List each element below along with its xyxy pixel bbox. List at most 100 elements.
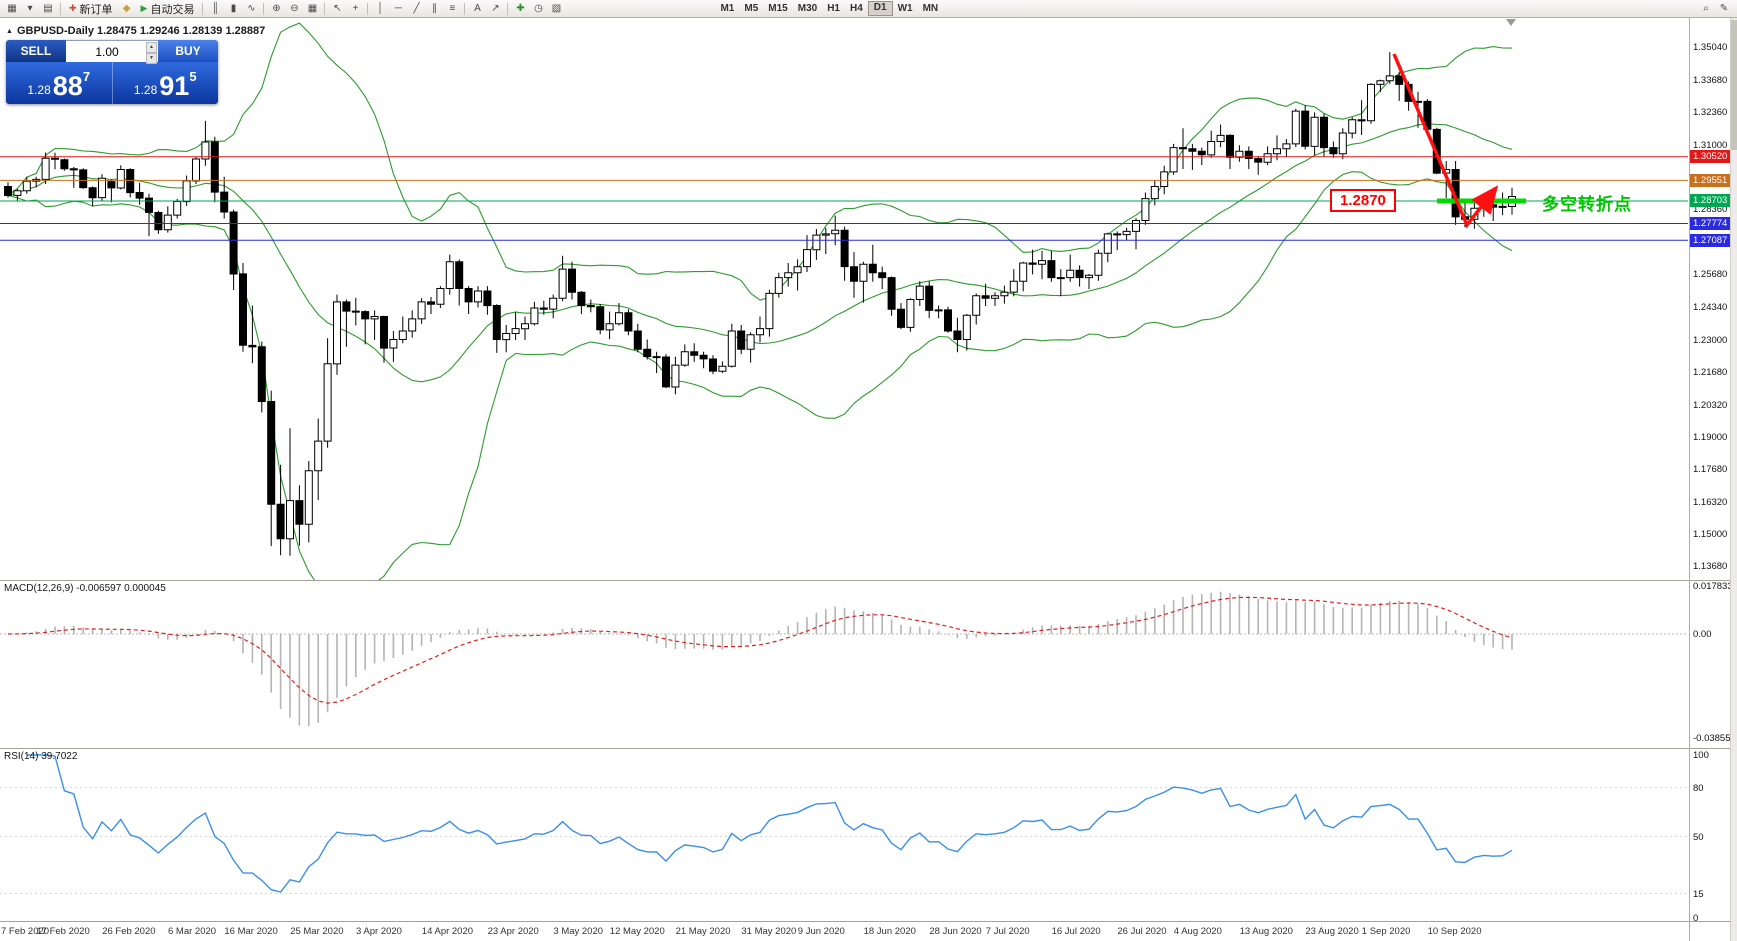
price-level-badge: 1.29551 xyxy=(1690,173,1731,187)
one-click-trading-panel: SELL ▲ ▼ BUY 1.28 88 7 1.28 91 5 xyxy=(6,40,218,104)
price-axis-label: 1.21680 xyxy=(1693,366,1728,378)
date-axis-label: 1 Sep 2020 xyxy=(1361,926,1411,937)
price-level-badge: 1.27087 xyxy=(1690,233,1731,247)
macd-signal-line xyxy=(7,596,1513,704)
price-level-badge: 1.27774 xyxy=(1690,217,1731,231)
bollinger-lower-band xyxy=(7,171,1513,580)
rsi-layer xyxy=(0,754,1688,894)
timeframe-m1-button[interactable]: M1 xyxy=(720,3,735,14)
date-axis-label: 12 May 2020 xyxy=(609,926,665,937)
ask-price-pip: 5 xyxy=(189,69,197,84)
profiles-icon[interactable]: ▤ xyxy=(39,2,57,16)
new-chart-icon[interactable]: ▦ xyxy=(3,2,21,16)
price-callout-label: 1.2870 xyxy=(1330,189,1396,212)
rsi-axis-label: 15 xyxy=(1693,888,1704,900)
text-label-icon[interactable]: A xyxy=(468,2,486,16)
date-axis-label: 28 Jun 2020 xyxy=(929,926,982,937)
lot-size-input[interactable] xyxy=(66,41,158,62)
rsi-axis-label: 100 xyxy=(1693,750,1709,761)
date-axis-label: 23 Apr 2020 xyxy=(487,926,539,937)
bear-candles xyxy=(4,75,1498,540)
trendline-icon[interactable]: ╱ xyxy=(407,2,425,16)
line-chart-icon[interactable]: ∿ xyxy=(242,2,260,16)
edit-icon[interactable]: ✎ xyxy=(1719,2,1729,14)
candlestick-chart-icon-glyph: ▮ xyxy=(230,3,237,14)
autotrade-button[interactable]: ▶ 自动交易 xyxy=(136,1,200,16)
indicators-icon[interactable]: ✚ xyxy=(511,2,529,16)
search-icon[interactable]: ⌕ xyxy=(1703,2,1709,14)
zoom-in-icon[interactable]: ⊕ xyxy=(267,2,285,16)
date-axis-label: 3 May 2020 xyxy=(553,926,604,937)
timeframe-m5-button[interactable]: M5 xyxy=(744,3,759,14)
new-chart-dropdown-icon[interactable]: ▾ xyxy=(21,2,39,16)
timeframe-d1-button[interactable]: D1 xyxy=(867,1,893,16)
arrow-objects-icon[interactable]: ↗ xyxy=(486,2,504,16)
chart-shift-marker xyxy=(1506,19,1516,26)
rsi-axis-label: 80 xyxy=(1693,782,1704,794)
symbol-ohlc-text: GBPUSD-Daily 1.28475 1.29246 1.28139 1.2… xyxy=(16,25,266,37)
date-axis-label: 31 May 2020 xyxy=(741,926,797,937)
lot-decrease-button[interactable]: ▼ xyxy=(146,53,157,64)
templates-icon-glyph: ▧ xyxy=(551,3,562,14)
autotrade-icon: ▶ xyxy=(140,3,148,13)
toolbar: ▦ ▾ ▤ ✚ 新订单 ◆ ▶ 自动交易 ║ ▮ ∿ ⊕ ⊖ ▦ ↖ + │ ─ ╱ ∥ ≡ A ↗ ✚ ◷ ▧ M1 M5 M15 M… xyxy=(0,0,1737,18)
price-axis-label: 1.35040 xyxy=(1693,42,1728,53)
date-axis-label: 26 Jul 2020 xyxy=(1117,926,1167,937)
periods-icon[interactable]: ◷ xyxy=(529,2,547,16)
fibonacci-icon[interactable]: ≡ xyxy=(443,2,461,16)
channel-icon[interactable]: ∥ xyxy=(425,2,443,16)
macd-axis-label: 0.017833 xyxy=(1693,581,1733,593)
new-order-button[interactable]: ✚ 新订单 xyxy=(64,1,118,16)
tile-windows-icon-glyph: ▦ xyxy=(307,3,318,14)
vertical-line-icon[interactable]: │ xyxy=(371,2,389,16)
vertical-scrollbar[interactable] xyxy=(1730,18,1737,941)
price-axis-label: 1.23000 xyxy=(1693,334,1728,346)
date-axis-label: 16 Jul 2020 xyxy=(1051,926,1101,937)
date-axis-label: 26 Feb 2020 xyxy=(102,926,156,937)
toolbar-separator xyxy=(464,2,466,15)
candle-wicks xyxy=(7,52,1513,556)
mql-market-icon[interactable]: ◆ xyxy=(118,2,136,16)
bar-chart-icon[interactable]: ║ xyxy=(206,2,224,16)
timeframe-m15-button[interactable]: M15 xyxy=(768,3,788,14)
timeframe-w1-button[interactable]: W1 xyxy=(897,3,913,14)
cursor-icon[interactable]: ↖ xyxy=(328,2,346,16)
new-order-icon: ✚ xyxy=(69,3,77,13)
price-axis-label: 1.20320 xyxy=(1693,399,1728,411)
crosshair-icon[interactable]: + xyxy=(346,2,364,16)
tile-windows-icon[interactable]: ▦ xyxy=(303,2,321,16)
timeframe-h1-button[interactable]: H1 xyxy=(827,3,840,14)
timeframe-m30-button[interactable]: M30 xyxy=(797,3,818,14)
bid-price[interactable]: 1.28 88 7 xyxy=(6,62,113,104)
timeframe-h4-button[interactable]: H4 xyxy=(849,3,863,14)
lot-size-field: ▲ ▼ xyxy=(66,40,158,64)
timeframe-toolbar: M1 M5 M15 M30 H1 H4 D1 W1 MN xyxy=(715,1,943,16)
scrollbar-thumb[interactable] xyxy=(1731,20,1737,150)
toolbar-separator xyxy=(507,2,509,15)
red-trend-arrow xyxy=(1392,53,1499,229)
buy-button[interactable]: BUY xyxy=(158,40,218,62)
horizontal-line-icon-glyph: ─ xyxy=(394,3,403,14)
new-order-button-label: 新订单 xyxy=(79,3,113,16)
price-axis-label: 1.31000 xyxy=(1693,140,1728,152)
templates-icon[interactable]: ▧ xyxy=(547,2,565,16)
sell-button[interactable]: SELL xyxy=(6,40,66,62)
bid-price-prefix: 1.28 xyxy=(27,83,51,97)
autotrade-button-label: 自动交易 xyxy=(150,3,195,16)
symbol-marker-icon: ▲ xyxy=(6,27,13,35)
timeframe-mn-button[interactable]: MN xyxy=(922,3,939,14)
new-chart-dropdown-icon-glyph: ▾ xyxy=(27,3,33,14)
date-axis-label: 18 Jun 2020 xyxy=(863,926,916,937)
date-axis-label: 13 Aug 2020 xyxy=(1239,926,1293,937)
main-chart-layer xyxy=(0,19,1688,580)
macd-layer xyxy=(0,591,1688,726)
price-axis-label: 1.17680 xyxy=(1693,463,1728,475)
lot-increase-button[interactable]: ▲ xyxy=(146,42,157,53)
zoom-out-icon[interactable]: ⊖ xyxy=(285,2,303,16)
ask-price[interactable]: 1.28 91 5 xyxy=(113,62,219,104)
macd-axis-label: -0.038559 xyxy=(1693,732,1736,744)
horizontal-line-icon[interactable]: ─ xyxy=(389,2,407,16)
candlestick-chart-icon[interactable]: ▮ xyxy=(224,2,242,16)
toolbar-left-groups: ▦ ▾ ▤ ✚ 新订单 ◆ ▶ 自动交易 ║ ▮ ∿ ⊕ ⊖ ▦ ↖ + │ ─ ╱ ∥ ≡ A ↗ ✚ ◷ ▧ xyxy=(3,1,565,16)
